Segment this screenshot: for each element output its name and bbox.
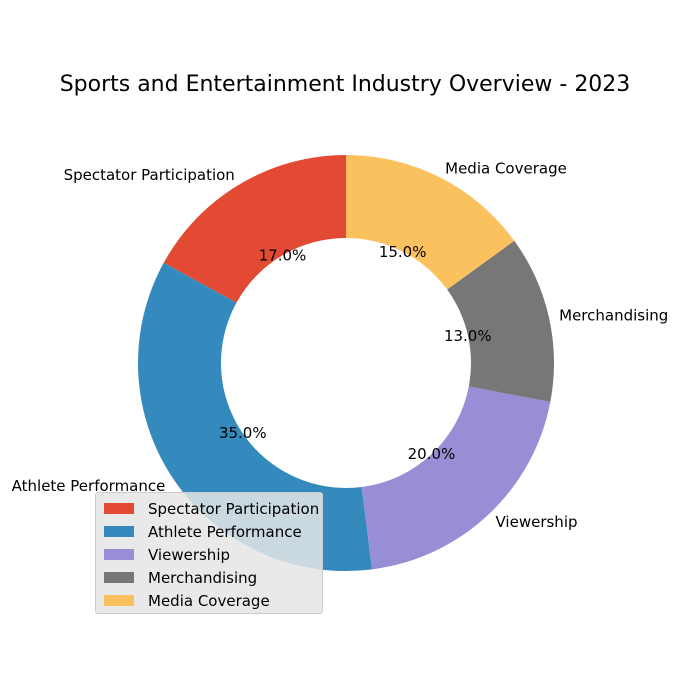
chart-legend: Spectator Participation Athlete Performa…: [95, 492, 323, 614]
legend-swatch: [104, 549, 134, 560]
donut-slice: [361, 386, 551, 570]
legend-label: Athlete Performance: [148, 522, 302, 541]
slice-percent-label: 13.0%: [444, 327, 492, 345]
legend-swatch: [104, 503, 134, 514]
slice-percent-label: 17.0%: [259, 247, 307, 265]
legend-swatch: [104, 595, 134, 606]
slice-category-label: Spectator Participation: [64, 166, 235, 184]
legend-label: Spectator Participation: [148, 499, 320, 518]
legend-item: Media Coverage: [104, 589, 322, 612]
slice-category-label: Media Coverage: [445, 159, 567, 177]
donut-slice: [163, 155, 346, 303]
slice-category-label: Merchandising: [559, 306, 668, 324]
legend-item: Merchandising: [104, 566, 322, 589]
slice-percent-label: 20.0%: [408, 445, 456, 463]
slice-category-label: Viewership: [496, 513, 578, 531]
legend-item: Spectator Participation: [104, 497, 322, 520]
legend-label: Viewership: [148, 545, 231, 564]
chart-title: Sports and Entertainment Industry Overvi…: [59, 72, 631, 97]
legend-item: Viewership: [104, 543, 322, 566]
legend-label: Merchandising: [148, 568, 258, 587]
legend-swatch: [104, 526, 134, 537]
slice-category-label: Athlete Performance: [12, 477, 166, 495]
donut-slice: [447, 240, 554, 402]
slice-percent-label: 15.0%: [379, 243, 427, 261]
donut-slice: [346, 155, 515, 290]
legend-swatch: [104, 572, 134, 583]
slice-percent-label: 35.0%: [219, 424, 267, 442]
legend-label: Media Coverage: [148, 591, 270, 610]
legend-item: Athlete Performance: [104, 520, 322, 543]
